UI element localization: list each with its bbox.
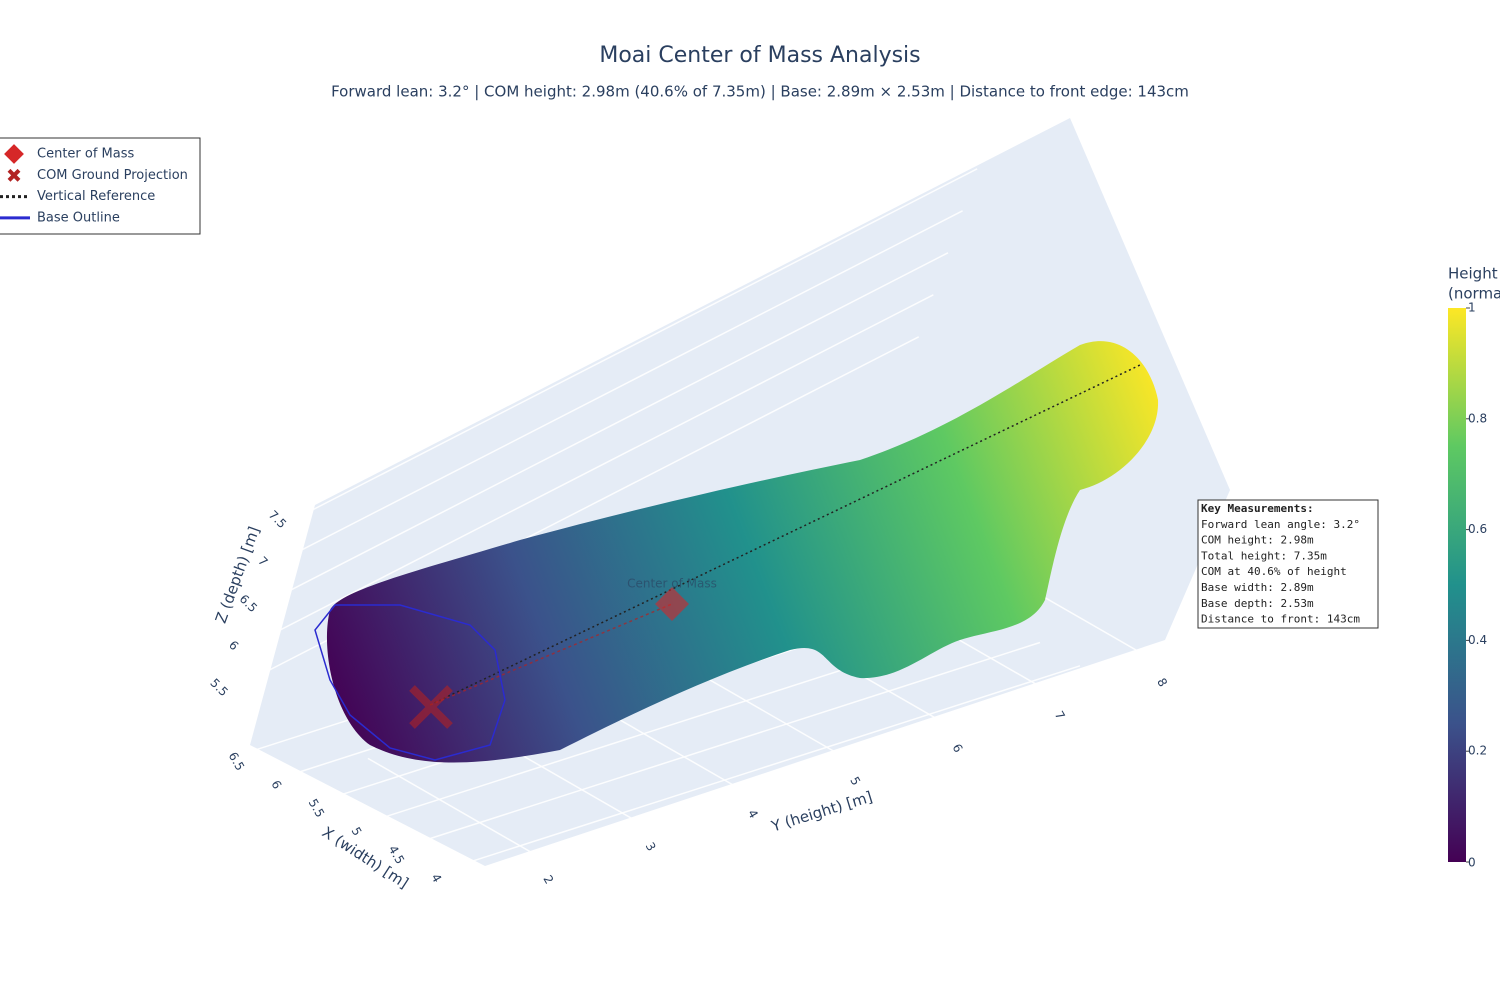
chart-title: Moai Center of Mass Analysis: [599, 43, 920, 68]
base-outline: [314, 604, 506, 761]
legend-label: Base Outline: [37, 210, 120, 225]
x-tick-label: 5.5: [306, 796, 328, 820]
com-projection-marker: [409, 685, 453, 729]
z-tick-label: 6: [226, 638, 241, 653]
grid-line: [449, 665, 1081, 870]
legend-label: COM Ground Projection: [37, 168, 188, 183]
vertical-reference: [429, 364, 1141, 706]
z-tick-label: 7: [255, 554, 270, 569]
y-tick-label: 2: [540, 873, 556, 887]
x-tick-label: 4: [428, 871, 444, 885]
y-axis-title: Y (height) [m]: [768, 788, 874, 836]
colorbar-tick-label: 1: [1468, 301, 1476, 315]
annotation-line: Total height: 7.35m: [1201, 549, 1327, 562]
annotation-line: COM height: 2.98m: [1201, 534, 1314, 547]
colorbar-title: Height: [1448, 265, 1498, 283]
x-tick-label: 5: [348, 825, 364, 839]
annotation: Key Measurements: Forward lean angle: 3.2…: [1201, 502, 1360, 626]
colorbar-tick-label: 0: [1468, 856, 1476, 870]
y-tick-label: 3: [643, 840, 659, 854]
com-marker: [655, 587, 689, 621]
grid-line: [278, 210, 963, 563]
z-tick-label: 6.5: [237, 592, 260, 615]
annotation-line: Forward lean angle: 3.2°: [1201, 518, 1360, 531]
statue-mesh: [326, 341, 1159, 763]
annotation-line: Base depth: 2.53m: [1201, 597, 1314, 610]
legend-label: Vertical Reference: [37, 189, 155, 204]
com-link: [429, 603, 673, 706]
z-axis-title: Z (depth) [m]: [212, 524, 264, 626]
annotation-line: Base width: 2.89m: [1201, 581, 1314, 594]
chart-subtitle: Forward lean: 3.2° | COM height: 2.98m (…: [331, 83, 1189, 101]
colorbar-tick-label: 0.6: [1468, 522, 1487, 536]
colorbar: [1448, 308, 1466, 862]
colorbar-tick-label: 0.8: [1468, 411, 1487, 425]
legend: [0, 137, 201, 235]
grid-line: [367, 757, 549, 863]
grid-line: [292, 168, 978, 521]
annotation-line: COM at 40.6% of height: [1201, 565, 1347, 578]
y-tick-label: 7: [1052, 709, 1068, 723]
colorbar-ticks: 0 0.2 0.4 0.6 0.8 1 Height (norma: [1448, 265, 1500, 870]
colorbar-tick-label: 0.4: [1468, 633, 1487, 647]
point-label: Center of Mass: [627, 577, 717, 591]
grid-line: [263, 252, 949, 605]
z-tick-label: 7.5: [266, 508, 289, 531]
y-tick-label: 4: [745, 807, 761, 821]
colorbar-tick-label: 0.2: [1468, 744, 1487, 758]
y-tick-label: 5: [847, 774, 863, 788]
z-tick-label: 5.5: [207, 676, 230, 699]
legend-label: Center of Mass: [37, 147, 135, 162]
legend-symbol: [7, 168, 21, 182]
grid-line: [409, 641, 1041, 846]
y-tick-label: 8: [1154, 676, 1170, 690]
annotation-line: Key Measurements:: [1201, 502, 1314, 515]
x-tick-label: 6: [268, 778, 284, 792]
x-tick-label: 6.5: [226, 750, 248, 774]
y-tick-label: 6: [950, 741, 966, 755]
annotation-box: [1197, 499, 1379, 629]
annotation-line: Distance to front: 143cm: [1201, 613, 1360, 626]
colorbar-title: (norma: [1448, 285, 1500, 303]
legend-items: Center of Mass COM Ground Projection Verti…: [0, 144, 188, 225]
grid-line: [249, 294, 934, 647]
